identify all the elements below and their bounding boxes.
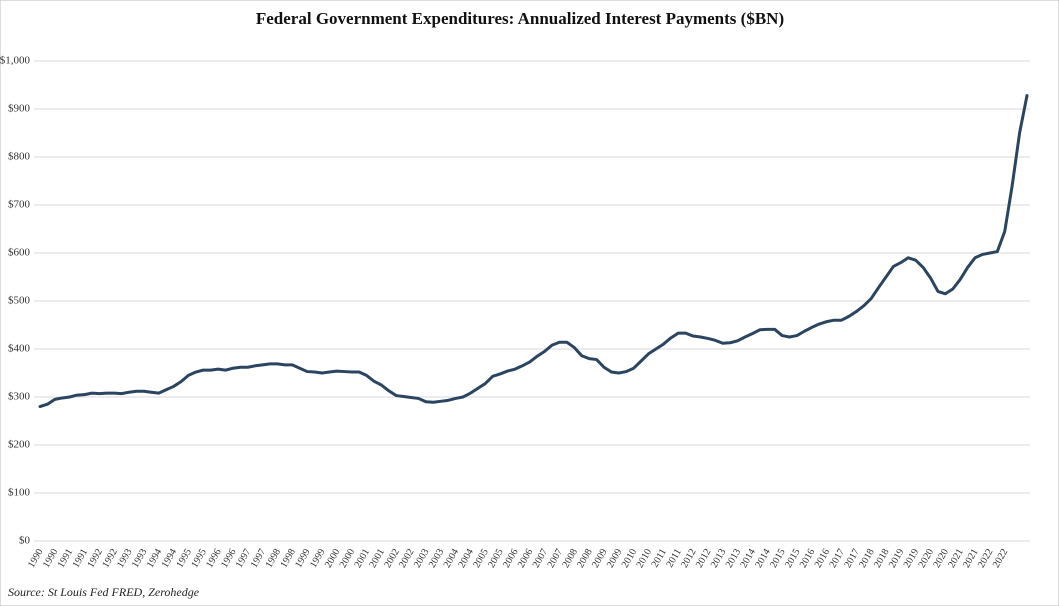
data-line <box>38 94 1029 409</box>
y-tick-label: $400 <box>8 343 31 355</box>
y-tick-label: $900 <box>8 103 31 115</box>
chart-title: Federal Government Expenditures: Annuali… <box>256 9 784 28</box>
y-tick-label: $300 <box>8 391 31 403</box>
y-tick-label: $800 <box>8 151 31 163</box>
y-tick-label: $0 <box>19 535 31 547</box>
y-tick-label: $1,000 <box>0 55 31 67</box>
y-tick-label: $700 <box>8 199 31 211</box>
y-tick-label: $200 <box>8 439 31 451</box>
source-note: Source: St Louis Fed FRED, Zerohedge <box>8 585 200 599</box>
y-tick-label: $100 <box>8 487 31 499</box>
y-tick-label: $500 <box>8 295 31 307</box>
y-tick-label: $600 <box>8 247 31 259</box>
